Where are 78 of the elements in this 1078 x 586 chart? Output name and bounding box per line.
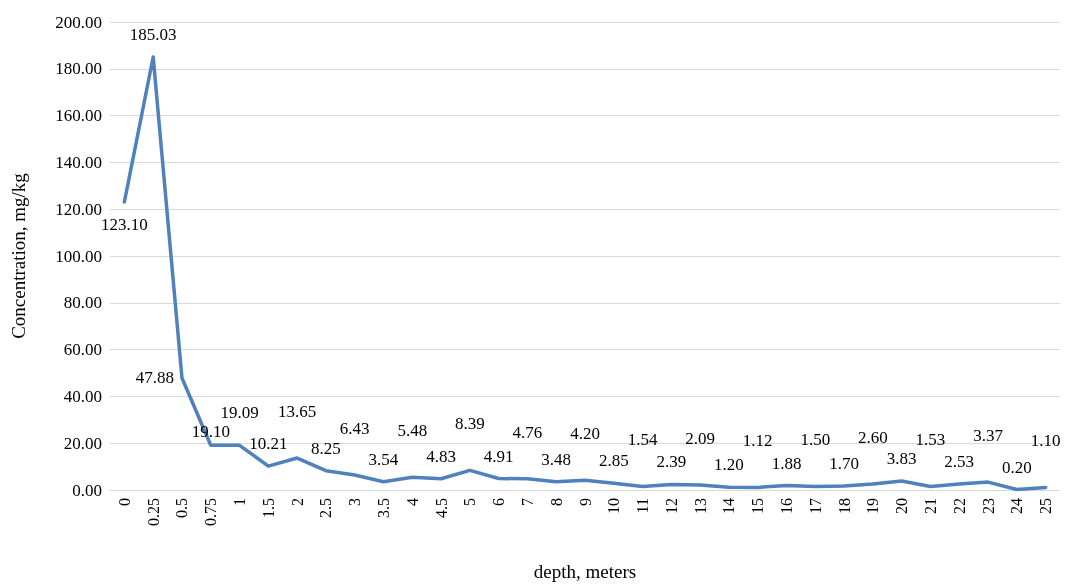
x-tick-label: 2.5: [317, 498, 335, 518]
x-tick-label: 17: [806, 498, 824, 514]
x-tick-label: 0.75: [202, 498, 220, 526]
x-tick-label: 24: [1008, 498, 1026, 514]
data-label: 3.54: [368, 449, 399, 469]
data-label: 2.53: [944, 452, 975, 472]
data-label: 4.91: [483, 446, 514, 466]
data-label: 1.70: [829, 454, 859, 474]
data-label: 2.85: [598, 451, 629, 471]
x-tick-label: 6: [490, 498, 508, 506]
x-tick-label: 3.5: [374, 498, 392, 518]
y-axis-title: Concentration, mg/kg: [8, 172, 29, 339]
x-tick-label: 23: [979, 498, 997, 514]
data-label: 1.10: [1030, 431, 1061, 451]
x-tick-label: 3: [346, 498, 364, 506]
y-tick-label: 100.00: [55, 246, 102, 266]
x-axis-title: depth, meters: [533, 561, 637, 582]
x-tick-label: 5: [461, 498, 479, 506]
data-label: 4.20: [570, 424, 600, 444]
data-label: 185.03: [129, 25, 177, 45]
y-tick-label: 180.00: [55, 59, 102, 79]
data-label: 2.60: [858, 427, 888, 447]
x-tick-label: 15: [749, 498, 767, 514]
y-tick-label: 60.00: [63, 340, 102, 360]
x-tick-label: 21: [921, 498, 939, 514]
x-tick-label: 14: [720, 498, 738, 514]
x-tick-label: 20: [893, 498, 911, 514]
data-label: 3.48: [541, 449, 572, 469]
x-tick-label: 16: [778, 498, 796, 514]
y-tick-label: 200.00: [55, 12, 102, 32]
data-label: 2.09: [685, 429, 716, 449]
data-label: 13.65: [278, 402, 317, 422]
y-tick-label: 140.00: [55, 152, 102, 172]
data-label: 8.39: [454, 414, 485, 434]
data-label: 4.83: [426, 446, 456, 466]
x-tick-label: 9: [576, 498, 594, 506]
data-label: 123.10: [101, 214, 148, 234]
x-tick-label: 11: [634, 498, 652, 514]
x-tick-label: 19: [864, 498, 882, 514]
data-label: 1.12: [742, 431, 773, 451]
data-label: 0.20: [1001, 457, 1032, 477]
y-tick-label: 0.00: [72, 480, 102, 500]
x-tick-label: 7: [518, 498, 536, 506]
x-tick-label: 4.5: [432, 498, 450, 518]
y-tick-label: 120.00: [55, 199, 102, 219]
x-tick-label: 0.5: [173, 498, 191, 518]
x-tick-label: 25: [1037, 498, 1055, 514]
data-label: 47.88: [135, 368, 174, 388]
x-tick-label: 1.5: [259, 498, 277, 518]
x-tick-label: 22: [950, 498, 968, 514]
data-label: 1.53: [915, 430, 946, 450]
y-tick-label: 20.00: [63, 433, 102, 453]
x-tick-label: 1: [231, 498, 249, 506]
data-label: 1.20: [714, 455, 744, 475]
y-tick-label: 80.00: [63, 293, 102, 313]
data-label: 19.09: [220, 403, 259, 423]
x-tick-label: 0: [115, 498, 133, 506]
data-label: 4.76: [512, 422, 543, 442]
x-tick-label: 10: [605, 498, 623, 514]
x-tick-label: 18: [835, 498, 853, 514]
data-label: 1.54: [627, 430, 658, 450]
x-tick-label: 2: [288, 498, 306, 506]
x-tick-label: 4: [403, 498, 421, 506]
x-tick-label: 0.25: [144, 498, 162, 526]
y-tick-label: 160.00: [55, 106, 102, 126]
x-tick-label: 13: [691, 498, 709, 514]
data-label: 2.39: [656, 452, 687, 472]
x-tick-label: 12: [662, 498, 680, 514]
y-tick-label: 40.00: [63, 386, 102, 406]
data-label: 1.50: [800, 430, 831, 450]
data-label: 3.37: [973, 426, 1004, 446]
data-label: 1.88: [771, 453, 802, 473]
data-label: 8.25: [311, 438, 341, 458]
data-label: 10.21: [249, 434, 288, 454]
data-label: 5.48: [397, 421, 428, 441]
data-label: 3.83: [886, 449, 917, 469]
x-tick-label: 8: [547, 498, 565, 506]
data-label: 6.43: [339, 418, 370, 438]
